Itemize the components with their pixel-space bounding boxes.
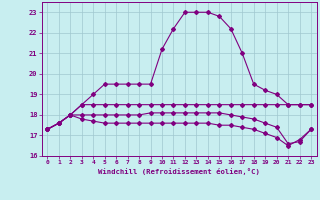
X-axis label: Windchill (Refroidissement éolien,°C): Windchill (Refroidissement éolien,°C) — [98, 168, 260, 175]
